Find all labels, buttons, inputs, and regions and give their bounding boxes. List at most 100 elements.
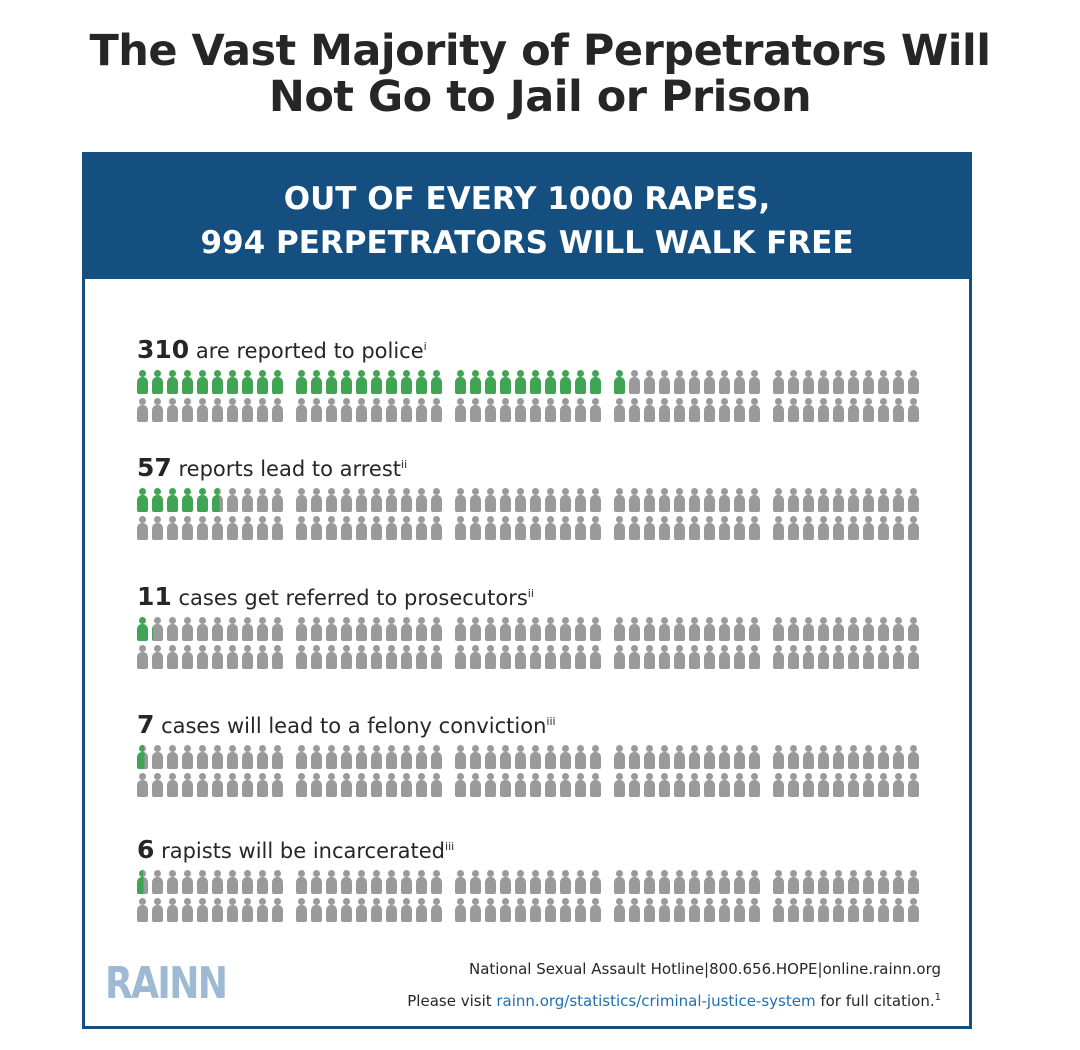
person-icon	[530, 645, 541, 669]
person-icon	[848, 370, 859, 394]
person-icon	[431, 516, 442, 540]
person-icon	[734, 645, 745, 669]
person-icon	[908, 488, 919, 512]
person-icon	[311, 773, 322, 797]
person-icon	[431, 370, 442, 394]
person-icon	[167, 870, 178, 894]
person-icon	[749, 617, 760, 641]
person-icon	[167, 398, 178, 422]
person-icon	[356, 398, 367, 422]
person-icon	[272, 370, 283, 394]
person-icon	[719, 773, 730, 797]
person-icon	[242, 870, 253, 894]
person-icon	[629, 516, 640, 540]
person-icon	[242, 516, 253, 540]
person-icon	[152, 488, 163, 512]
person-icon	[401, 645, 412, 669]
icon-grid	[137, 488, 937, 544]
person-icon	[386, 745, 397, 769]
person-icon	[878, 898, 889, 922]
person-icon	[197, 488, 208, 512]
person-icon	[167, 488, 178, 512]
person-icon	[197, 516, 208, 540]
person-icon	[197, 370, 208, 394]
person-icon	[863, 773, 874, 797]
person-icon	[908, 773, 919, 797]
person-icon	[575, 370, 586, 394]
person-icon	[371, 870, 382, 894]
stat-number: 7	[137, 710, 155, 739]
person-icon	[833, 370, 844, 394]
person-icon	[401, 745, 412, 769]
person-icon	[689, 617, 700, 641]
person-icon	[401, 516, 412, 540]
person-icon	[749, 398, 760, 422]
citation-link[interactable]: rainn.org/statistics/criminal-justice-sy…	[496, 992, 816, 1010]
person-icon	[326, 645, 337, 669]
person-icon	[227, 398, 238, 422]
stat-footnote: ii	[401, 458, 408, 471]
person-icon	[386, 488, 397, 512]
person-icon	[182, 745, 193, 769]
stat-heading: 57 reports lead to arrestii	[137, 453, 407, 484]
person-icon	[326, 617, 337, 641]
person-icon	[227, 773, 238, 797]
person-icon	[659, 488, 670, 512]
person-icon	[773, 870, 784, 894]
person-icon	[575, 870, 586, 894]
person-icon	[485, 898, 496, 922]
person-icon	[848, 488, 859, 512]
person-icon	[470, 645, 481, 669]
person-icon	[137, 370, 148, 394]
person-icon	[863, 870, 874, 894]
person-icon	[311, 488, 322, 512]
person-icon	[470, 617, 481, 641]
person-icon	[788, 773, 799, 797]
person-icon	[311, 370, 322, 394]
person-icon	[386, 398, 397, 422]
person-icon	[341, 398, 352, 422]
person-icon	[878, 398, 889, 422]
person-icon	[590, 398, 601, 422]
person-icon	[734, 617, 745, 641]
person-icon	[908, 516, 919, 540]
person-icon	[386, 898, 397, 922]
person-icon	[833, 745, 844, 769]
person-icon	[863, 488, 874, 512]
person-icon	[386, 516, 397, 540]
person-icon	[485, 773, 496, 797]
person-icon	[296, 370, 307, 394]
person-icon	[704, 617, 715, 641]
person-icon	[386, 773, 397, 797]
person-icon	[590, 645, 601, 669]
person-icon	[311, 617, 322, 641]
person-icon	[704, 645, 715, 669]
person-icon	[470, 773, 481, 797]
person-icon	[689, 398, 700, 422]
person-icon	[773, 617, 784, 641]
icon-grid	[137, 870, 937, 926]
person-icon	[485, 617, 496, 641]
person-icon	[614, 898, 625, 922]
person-icon	[296, 398, 307, 422]
person-icon	[212, 398, 223, 422]
person-icon	[386, 870, 397, 894]
person-icon	[590, 870, 601, 894]
person-icon	[893, 617, 904, 641]
person-icon	[137, 745, 148, 769]
page-title-line-2: Not Go to Jail or Prison	[268, 72, 812, 122]
person-icon	[197, 745, 208, 769]
person-icon	[674, 898, 685, 922]
person-icon	[152, 898, 163, 922]
person-icon	[485, 645, 496, 669]
person-icon	[674, 488, 685, 512]
person-icon	[893, 870, 904, 894]
person-icon	[137, 516, 148, 540]
person-icon	[878, 773, 889, 797]
person-icon	[416, 645, 427, 669]
person-icon	[401, 773, 412, 797]
person-icon	[893, 773, 904, 797]
rainn-logo: RAINN	[105, 958, 228, 1009]
stat-heading: 310 are reported to policei	[137, 335, 427, 366]
person-icon	[311, 398, 322, 422]
